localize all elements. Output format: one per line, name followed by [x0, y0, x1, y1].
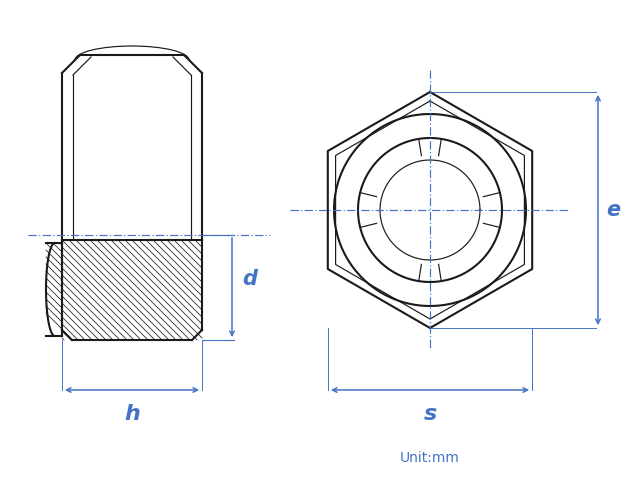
- Text: s: s: [423, 404, 437, 424]
- Text: Unit:mm: Unit:mm: [400, 451, 460, 465]
- Polygon shape: [62, 240, 202, 340]
- Text: h: h: [124, 404, 140, 424]
- Text: e: e: [606, 200, 620, 220]
- Text: d: d: [242, 269, 257, 289]
